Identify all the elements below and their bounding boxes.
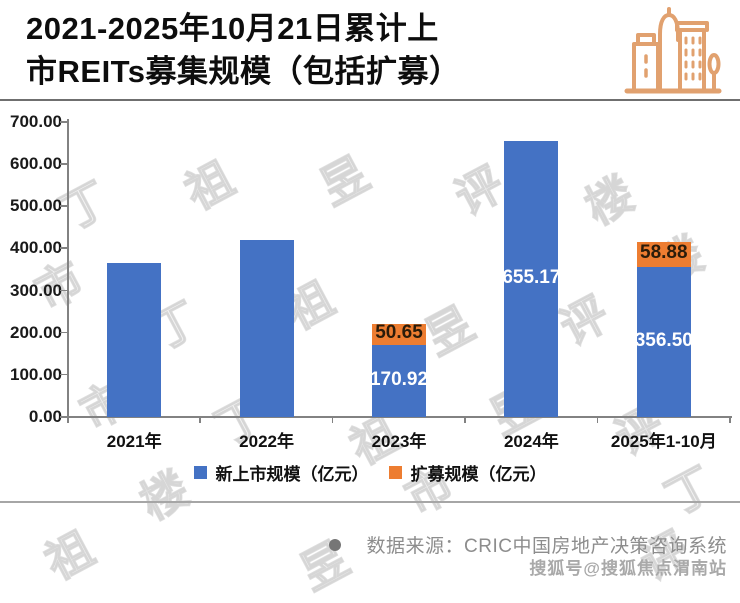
bar-segment-new-listing [372,344,426,417]
legend-label-expansion: 扩募规模（亿元） [410,465,547,484]
bar-segment-expansion [372,323,426,345]
legend-item-expansion: 扩募规模（亿元） [388,460,547,485]
legend-label-new-listing: 新上市规模（亿元） [215,465,369,484]
bar-value-label: 356.50 [634,329,693,351]
legend-item-new-listing: 新上市规模（亿元） [193,460,369,485]
x-tick-label: 2025年1-10月 [610,432,717,451]
x-tick-mark [729,417,731,423]
legend-swatch-orange [388,466,402,479]
chart-legend: 新上市规模（亿元） 扩募规模（亿元） [0,460,740,485]
x-tick-mark [199,417,201,423]
title-divider [0,99,740,101]
footer-divider [0,501,740,503]
y-tick-label: 100.00 [10,364,62,384]
page-title-line2: 市REITs募集规模（包括扩募） [26,53,461,89]
bar-chart: 丁祖昱评楼市丁祖昱评楼市丁祖昱评楼市丁祖昱评 700.00600.00500.0… [0,104,740,600]
y-tick-mark [60,205,67,207]
y-tick-mark [60,416,67,418]
bullet-icon [328,538,341,551]
y-tick-label: 700.00 [10,112,62,131]
legend-swatch-blue [193,466,207,479]
bar-value-label: 50.65 [375,322,423,344]
y-tick-mark [60,373,67,376]
x-tick-mark [331,417,334,423]
page-title: 2021-2025年10月21日累计上 市REITs募集规模（包括扩募） [26,8,606,94]
x-tick-mark [464,417,466,423]
y-tick-mark [60,331,67,334]
x-tick-label: 2021年 [106,432,162,451]
x-tick-label: 2023年 [371,432,427,451]
bar-segment-new-listing [636,266,691,417]
bar-segment-new-listing [239,240,294,417]
bar-value-label: 655.17 [502,266,561,288]
x-tick-label: 2022年 [239,432,294,451]
y-axis-line [67,119,69,418]
x-axis-labels: 2021年 2022年 2023年 2024年 2025年1-10月 [0,104,740,460]
sohu-account-watermark: 搜狐号@搜狐焦点渭南站 [529,559,727,578]
x-tick-label: 2024年 [503,432,559,451]
y-tick-mark [60,289,67,292]
bar-segment-new-listing [107,263,162,417]
bars-layer: 170.92 50.65 655.17 356.50 58.88 [0,104,740,460]
bar-value-label: 58.88 [640,242,688,264]
y-tick-label: 300.00 [10,280,62,300]
y-axis-ticks: 700.00 600.00 500.00 400.00 300.00 200.00 100.… [0,104,740,460]
y-tick-label: 400.00 [10,238,62,258]
y-tick-mark [60,163,67,165]
data-source-text: 数据来源：CRIC中国房地产决策咨询系统 [366,536,727,557]
bar-segment-new-listing [504,140,559,417]
y-tick-label: 500.00 [10,196,62,216]
x-tick-mark [596,417,599,423]
page-title-line1: 2021-2025年10月21日累计上 [26,11,439,46]
buildings-icon [624,7,722,94]
y-tick-label: 0.00 [28,407,62,426]
y-tick-mark [60,121,67,123]
data-source-row: 数据来源：CRIC中国房地产决策咨询系统 [328,531,727,558]
x-tick-mark [67,417,69,423]
bar-value-label: 170.92 [369,368,429,390]
y-tick-label: 600.00 [10,154,62,174]
y-tick-label: 200.00 [10,322,62,342]
x-axis-line [66,416,732,418]
background-watermark-glyph: 祖 [36,521,103,590]
y-tick-mark [60,247,67,249]
bar-segment-expansion [636,241,691,267]
